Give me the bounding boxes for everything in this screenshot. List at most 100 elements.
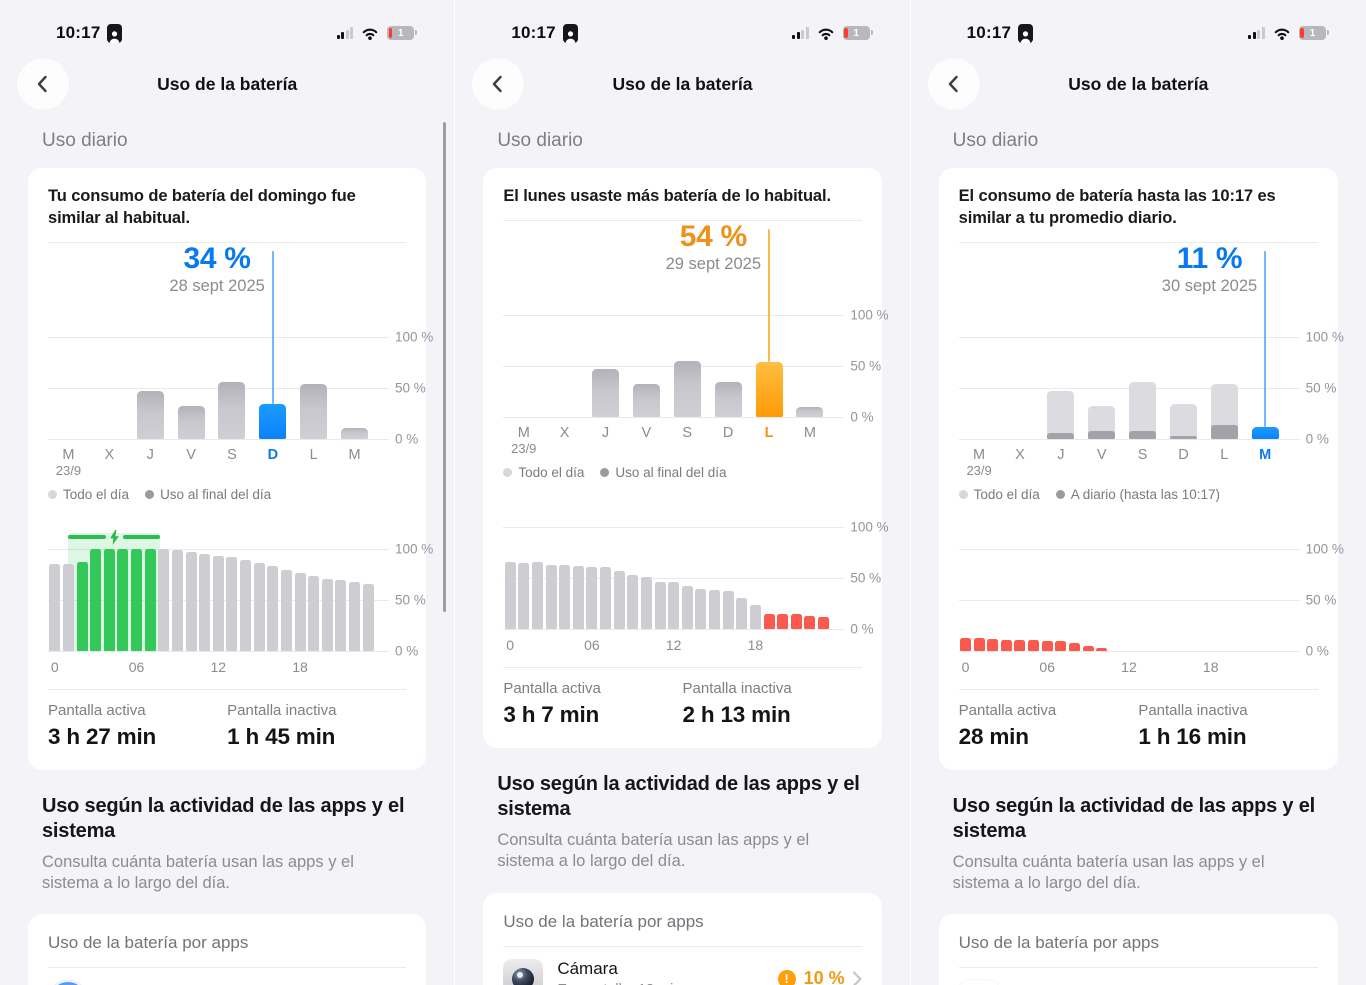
screen-inactive-value: 1 h 45 min <box>227 723 336 749</box>
hour-bar[interactable] <box>131 548 143 651</box>
day-bar[interactable] <box>673 360 701 417</box>
hour-bar[interactable] <box>572 565 584 629</box>
partial-usage-segment <box>1088 431 1116 439</box>
day-bar[interactable] <box>259 403 287 439</box>
hour-bar[interactable] <box>49 563 61 651</box>
hour-bar[interactable] <box>1055 641 1067 651</box>
hour-bar[interactable] <box>504 562 516 629</box>
hour-bar[interactable] <box>654 581 666 629</box>
hour-bar[interactable] <box>987 639 999 651</box>
hour-bar[interactable] <box>253 562 265 651</box>
day-bar[interactable] <box>218 382 246 439</box>
hour-bar[interactable] <box>185 551 197 651</box>
hour-bar[interactable] <box>790 614 802 629</box>
battery-by-apps-card: Uso de la batería por apps YouTube Music <box>938 914 1338 985</box>
hour-bar[interactable] <box>62 563 74 651</box>
day-bar[interactable] <box>300 384 328 439</box>
hour-bar[interactable] <box>349 582 361 651</box>
day-bar[interactable] <box>714 382 742 417</box>
day-bar[interactable] <box>1210 384 1238 439</box>
app-subtitle: En pantalla: 18 min <box>557 982 681 985</box>
hour-bar[interactable] <box>559 564 571 629</box>
hour-bar[interactable] <box>321 579 333 651</box>
hour-bar[interactable] <box>545 564 557 629</box>
day-bar[interactable] <box>592 368 620 417</box>
back-button[interactable] <box>472 58 525 110</box>
hour-bar[interactable] <box>531 562 543 629</box>
hour-bar[interactable] <box>804 615 816 629</box>
selected-date: 28 sept 2025 <box>169 277 265 296</box>
app-usage-row[interactable]: Cámara En pantalla: 18 min ! 10 % <box>483 947 881 985</box>
hour-bar[interactable] <box>1082 646 1094 651</box>
hour-bar[interactable] <box>158 548 170 651</box>
hour-bar[interactable] <box>267 565 279 651</box>
day-label: D <box>1178 446 1189 463</box>
hour-bar[interactable] <box>736 598 748 629</box>
hour-bar[interactable] <box>668 581 680 629</box>
y-axis-label: 100 % <box>1305 541 1344 557</box>
hour-bar[interactable] <box>613 570 625 629</box>
back-button[interactable] <box>927 58 980 110</box>
day-bar[interactable] <box>1129 382 1157 439</box>
hour-bar[interactable] <box>103 548 115 651</box>
back-button[interactable] <box>17 58 69 110</box>
hour-bar[interactable] <box>335 580 347 651</box>
hour-bar[interactable] <box>280 569 292 651</box>
hour-bar[interactable] <box>240 559 252 651</box>
day-bar[interactable] <box>1047 390 1075 439</box>
hour-bar[interactable] <box>600 566 611 629</box>
hour-bar[interactable] <box>1068 643 1080 651</box>
hour-bar[interactable] <box>763 614 775 629</box>
hour-bar[interactable] <box>362 584 374 651</box>
partial-usage-segment <box>1129 431 1157 439</box>
hour-bar[interactable] <box>308 576 320 651</box>
day-bar[interactable] <box>136 390 164 439</box>
hour-bar[interactable] <box>117 548 129 651</box>
app-usage-row[interactable]: Safari <box>28 968 426 985</box>
day-bar[interactable] <box>177 405 205 439</box>
hour-bar[interactable] <box>294 573 306 651</box>
chart-legend: Todo el día Uso al final del día <box>503 465 726 480</box>
day-bar[interactable] <box>1251 427 1279 439</box>
hour-bar[interactable] <box>818 616 829 629</box>
day-bar[interactable] <box>755 361 783 417</box>
hour-bar[interactable] <box>144 548 156 651</box>
hour-bar[interactable] <box>1096 648 1108 651</box>
hour-bar[interactable] <box>1041 641 1053 651</box>
hour-bar[interactable] <box>1000 640 1012 651</box>
day-bar[interactable] <box>1169 403 1197 439</box>
hour-bar[interactable] <box>171 549 183 651</box>
hour-bar[interactable] <box>199 553 211 651</box>
hour-bar[interactable] <box>973 638 985 651</box>
day-bar[interactable] <box>796 406 824 417</box>
hour-bar[interactable] <box>959 638 971 651</box>
hour-bar[interactable] <box>640 576 652 629</box>
hour-bar[interactable] <box>777 614 789 629</box>
app-usage-row[interactable]: YouTube Music <box>939 968 1338 985</box>
hour-bar[interactable] <box>681 585 693 629</box>
hour-tick-label: 18 <box>1202 658 1219 675</box>
selected-day-callout: 11 % 30 sept 2025 <box>1162 243 1257 297</box>
hour-bar[interactable] <box>90 548 102 651</box>
hour-bar[interactable] <box>749 605 761 629</box>
hour-bar[interactable] <box>518 563 530 629</box>
day-bar[interactable] <box>1088 405 1116 439</box>
hour-bar[interactable] <box>709 590 720 629</box>
hour-bar[interactable] <box>627 574 639 629</box>
back-chevron-icon <box>948 75 958 93</box>
day-bar[interactable] <box>632 384 660 417</box>
hour-bar[interactable] <box>586 566 598 629</box>
legend-label: A diario (hasta las 10:17) <box>1070 486 1221 502</box>
hour-bar[interactable] <box>722 591 734 629</box>
screen-active-value: 3 h 27 min <box>48 723 157 749</box>
hour-bar[interactable] <box>1014 640 1026 651</box>
hour-bar[interactable] <box>212 555 224 651</box>
hour-bar[interactable] <box>695 588 707 629</box>
hour-tick-label: 0 <box>506 636 515 653</box>
legend-dot-icon <box>600 467 610 477</box>
hour-bar[interactable] <box>76 561 88 651</box>
hour-bar[interactable] <box>226 556 238 651</box>
scroll-indicator[interactable] <box>442 122 447 612</box>
day-bar[interactable] <box>341 428 369 439</box>
hour-bar[interactable] <box>1028 640 1040 651</box>
